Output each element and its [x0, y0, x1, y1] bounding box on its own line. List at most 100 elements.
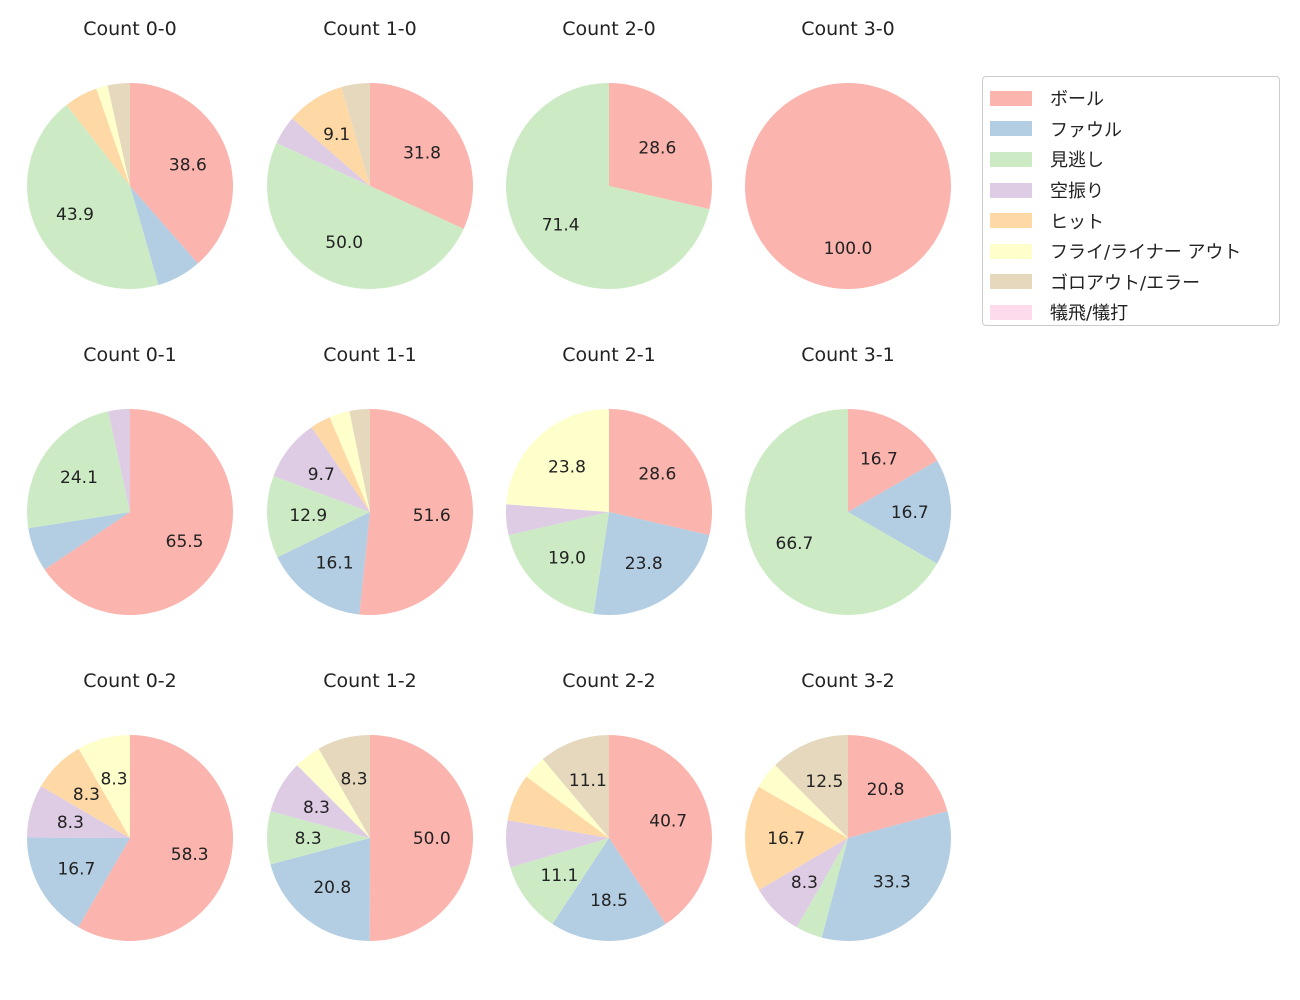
- slice-label: 8.3: [73, 785, 100, 805]
- slice-label: 33.3: [873, 873, 911, 893]
- legend-swatch: [990, 213, 1032, 229]
- pie-slice-3: [273, 427, 370, 512]
- legend-item: ヒット: [990, 205, 1279, 236]
- pie-slice-4: [311, 417, 370, 512]
- slice-label: 50.0: [325, 233, 363, 253]
- pie-slice-3: [506, 820, 609, 868]
- legend-label: ゴロアウト/エラー: [1050, 272, 1201, 294]
- pie-slice-2: [796, 838, 848, 938]
- slice-label: 51.6: [413, 506, 451, 526]
- pie-slice-1: [848, 460, 951, 564]
- pie-slice-0: [78, 735, 234, 941]
- pie-title: Count 3-0: [801, 18, 895, 40]
- slice-label: 8.3: [57, 813, 84, 833]
- slice-label: 8.3: [295, 829, 322, 849]
- slice-label: 16.7: [860, 449, 898, 469]
- pie-slice-2: [508, 512, 609, 614]
- pie-slice-0: [745, 83, 951, 289]
- pie-count-3-2: Count 3-2 20.8 33.3 8.3 16.7 12.5: [745, 670, 952, 941]
- legend-item: 見逃し: [990, 144, 1279, 175]
- pie-slice-3: [759, 838, 848, 928]
- legend-swatch: [990, 243, 1032, 259]
- pie-slice-5: [506, 409, 609, 512]
- slice-label: 40.7: [649, 811, 687, 831]
- pie-slice-0: [609, 409, 712, 536]
- slice-label: 71.4: [542, 215, 580, 235]
- legend: ボール ファウル 見逃し 空振り ヒット フライ/ライナー アウト ゴロアウト/エラー 犠飛/…: [982, 76, 1280, 326]
- legend-swatch: [990, 151, 1032, 167]
- slice-label: 16.1: [316, 554, 354, 574]
- pie-count-3-1: Count 3-1 16.7 16.7 66.7: [745, 344, 951, 615]
- pie-title: Count 2-0: [562, 18, 656, 40]
- slice-label: 65.5: [166, 532, 204, 552]
- pie-slice-3: [276, 118, 370, 186]
- legend-swatch: [990, 304, 1032, 320]
- pie-slice-2: [267, 476, 370, 558]
- pie-slice-4: [40, 748, 130, 838]
- pie-count-2-2: Count 2-2 40.7 18.5 11.1 11.1: [506, 670, 712, 941]
- slice-label: 66.7: [776, 534, 814, 554]
- legend-swatch: [990, 182, 1032, 198]
- legend-label: ファウル: [1050, 119, 1122, 141]
- pie-slice-6: [341, 83, 370, 186]
- pie-slice-1: [552, 838, 666, 941]
- pie-slice-1: [270, 838, 370, 941]
- slice-label: 16.7: [57, 860, 95, 880]
- pie-title: Count 2-2: [562, 670, 656, 692]
- pie-slice-2: [266, 142, 464, 290]
- legend-label: 空振り: [1050, 181, 1104, 203]
- pie-title: Count 0-1: [83, 344, 177, 366]
- pie-slice-0: [359, 409, 474, 616]
- pie-count-1-0: Count 1-0 31.8 50.0 9.1: [266, 18, 473, 290]
- slice-label: 18.5: [590, 891, 628, 911]
- pie-slice-2: [745, 409, 938, 615]
- pie-slice-3: [506, 504, 609, 536]
- legend-label: ボール: [1050, 89, 1104, 111]
- pie-slice-6: [542, 735, 609, 838]
- slice-label: 11.1: [540, 866, 578, 886]
- slice-label: 8.3: [791, 873, 818, 893]
- slice-label: 28.6: [638, 465, 676, 485]
- pie-slice-0: [369, 735, 473, 941]
- pie-slice-2: [26, 104, 159, 289]
- pie-slice-1: [277, 512, 370, 615]
- pie-slice-1: [130, 186, 198, 286]
- pie-slice-1: [28, 512, 131, 570]
- pie-slice-2: [267, 811, 370, 865]
- pie-slice-5: [297, 748, 370, 838]
- pie-count-2-0: Count 2-0 28.6 71.4: [506, 18, 712, 289]
- pie-slice-6: [349, 409, 370, 512]
- pie-count-0-2: Count 0-258.316.78.38.38.3: [27, 670, 234, 941]
- pie-slice-4: [745, 786, 848, 890]
- pie-slice-0: [609, 83, 712, 210]
- pie-title: Count 1-1: [323, 344, 417, 366]
- slice-label: 9.1: [323, 125, 350, 145]
- slice-label: 100.0: [824, 239, 873, 259]
- pie-slice-4: [66, 88, 130, 186]
- slice-label: 38.6: [169, 155, 207, 175]
- slice-label: 19.0: [548, 548, 586, 568]
- pie-slice-3: [270, 765, 370, 838]
- pie-count-2-1: Count 2-1 28.6 23.8 19.0 23.8: [506, 344, 712, 615]
- pie-count-1-2: Count 1-2 50.0 20.8 8.3 8.3 8.3: [267, 670, 473, 941]
- pie-slice-0: [848, 409, 938, 512]
- slice-label: 31.8: [403, 144, 441, 164]
- pie-slice-5: [78, 735, 130, 838]
- slice-label: 12.5: [805, 772, 843, 792]
- slice-label: 28.6: [638, 139, 676, 159]
- legend-item: フライ/ライナー アウト: [990, 236, 1279, 267]
- pie-slice-5: [329, 411, 370, 512]
- slice-label: 11.1: [569, 771, 607, 791]
- pie-slice-1: [27, 837, 130, 928]
- pie-count-0-1: Count 0-1 65.5 24.1: [26, 344, 233, 616]
- legend-item: ボール: [990, 83, 1279, 114]
- legend-label: ヒット: [1050, 211, 1104, 233]
- pie-slice-6: [107, 83, 130, 186]
- pie-slice-5: [96, 85, 130, 186]
- pie-slice-1: [821, 811, 952, 941]
- pie-slice-4: [507, 776, 609, 838]
- legend-item: ファウル: [990, 114, 1279, 145]
- pie-title: Count 0-0: [83, 18, 177, 40]
- pie-slice-6: [775, 735, 848, 838]
